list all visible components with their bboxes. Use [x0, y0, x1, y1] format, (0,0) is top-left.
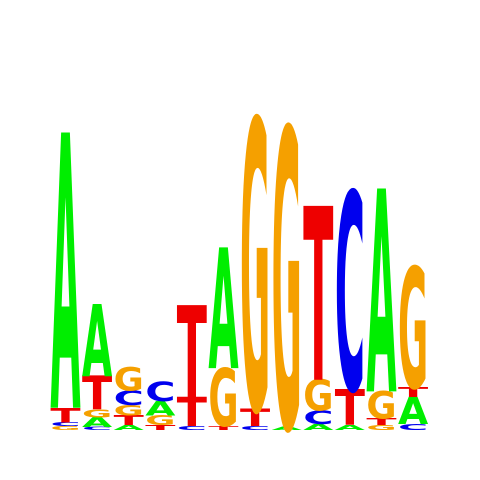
logo-column-10: ATC — [335, 138, 366, 454]
logo-letter-a: A — [50, 59, 80, 480]
logo-letter-a: A — [208, 215, 238, 408]
logo-letter-g: G — [240, 40, 270, 480]
logo-letter-g: G — [272, 45, 302, 480]
logo-letter-g: G — [114, 362, 144, 399]
logo-column-6: TGA — [208, 215, 239, 445]
logo-letter-t: T — [177, 281, 207, 428]
logo-letter-c: C — [145, 377, 175, 408]
logo-letter-c: C — [335, 138, 365, 454]
logo-letter-t: T — [303, 160, 333, 437]
logo-column-7: CTG — [240, 40, 271, 480]
logo-column-5: CTT — [177, 281, 208, 436]
logo-column-8: AG — [272, 45, 303, 480]
logo-letter-a: A — [366, 134, 396, 458]
logo-letter-g: G — [398, 236, 428, 428]
logo-letter-a: A — [82, 284, 113, 400]
